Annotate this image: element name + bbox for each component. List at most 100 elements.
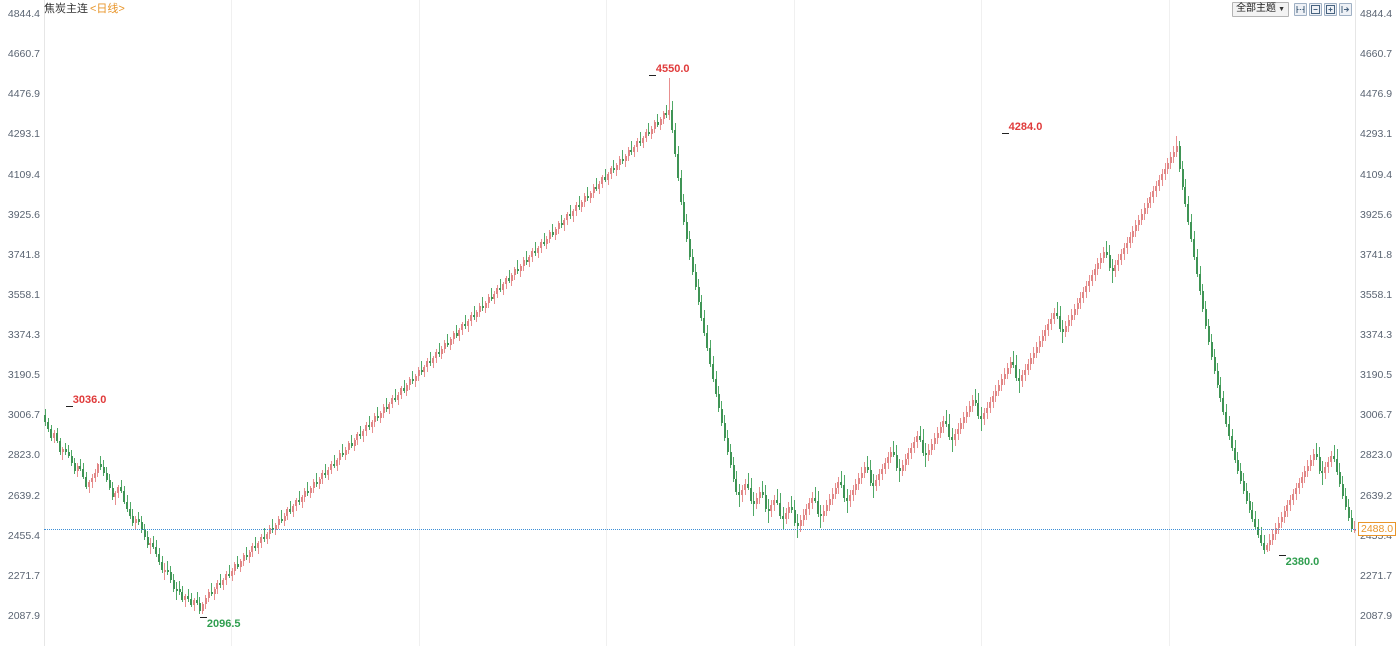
candle-body — [773, 499, 776, 506]
candle-body — [522, 259, 525, 267]
candle-wick — [526, 251, 528, 265]
candle-wick — [1316, 443, 1318, 461]
candle-wick — [657, 113, 659, 128]
candle-wick — [747, 473, 749, 491]
y-axis-tick-left: 3374.3 — [7, 329, 40, 342]
candle-body — [1140, 214, 1143, 220]
candle-body — [324, 472, 327, 475]
candle-wick — [668, 78, 670, 121]
zoom-out-icon[interactable] — [1309, 2, 1322, 16]
candle-wick — [534, 242, 536, 256]
candle-body — [528, 256, 531, 263]
candle-body — [1056, 312, 1059, 316]
chart-plot-area[interactable]: 3036.0 4550.0 4284.0 2096.5 2380.0 — [44, 0, 1356, 646]
candle-wick — [768, 499, 769, 523]
candle-body — [143, 529, 146, 538]
y-axis-tick-right: 3558.1 — [1360, 288, 1393, 301]
theme-select-dropdown[interactable]: 全部主题 ▼ — [1232, 1, 1289, 17]
zoom-in-icon[interactable] — [1324, 2, 1337, 16]
candle-wick — [281, 509, 283, 524]
candle-body — [1120, 253, 1123, 260]
crosshair-icon[interactable] — [1294, 2, 1307, 16]
candle-body — [149, 543, 152, 546]
annotation-marker — [1001, 133, 1009, 135]
candle-body — [1277, 522, 1280, 529]
y-axis-tick-left: 2639.2 — [7, 489, 40, 502]
candle-body — [677, 153, 680, 178]
candle-wick — [114, 490, 116, 506]
candle-body — [161, 562, 164, 571]
candle-body — [423, 367, 426, 373]
candle-body — [1067, 320, 1070, 326]
candle-body — [292, 506, 295, 512]
candle-body — [76, 465, 79, 471]
candle-body — [347, 443, 350, 450]
candle-body — [207, 591, 210, 599]
candle-wick — [814, 486, 816, 504]
candle-body — [843, 485, 846, 499]
candle-body — [715, 378, 718, 394]
y-axis-tick-right: 3006.7 — [1360, 409, 1393, 422]
candle-body — [703, 317, 706, 333]
candle-wick — [797, 514, 799, 538]
candle-body — [1280, 516, 1283, 523]
candle-body — [1021, 375, 1024, 381]
candle-wick — [179, 581, 181, 595]
candle-body — [263, 536, 266, 540]
candle-body — [280, 518, 283, 521]
candle-wick — [867, 456, 869, 473]
candle-body — [59, 440, 62, 453]
candle-body — [1027, 363, 1029, 370]
candle-wick — [246, 546, 248, 561]
candle-body — [1108, 255, 1111, 269]
candle-body — [729, 451, 732, 466]
candle-body — [510, 275, 513, 281]
candle-body — [1193, 239, 1196, 257]
y-axis-tick-left: 3558.1 — [7, 288, 40, 301]
chart-toolbar: 全部主题 ▼ — [1232, 1, 1352, 17]
candle-body — [1029, 358, 1032, 364]
gridline-vertical — [419, 0, 420, 646]
candle-body — [1234, 448, 1236, 460]
candle-body — [639, 140, 642, 143]
candle-body — [193, 600, 196, 605]
candle-wick — [1354, 520, 1356, 534]
candle-body — [881, 468, 884, 475]
candle-wick — [552, 223, 554, 238]
candle-wick — [776, 488, 778, 506]
candle-wick — [263, 528, 265, 542]
current-price-badge: 2488.0 — [1358, 521, 1397, 536]
candle-body — [624, 156, 627, 162]
candle-body — [1303, 471, 1306, 478]
candle-body — [184, 596, 187, 600]
candle-body — [420, 370, 423, 373]
candle-wick — [447, 333, 449, 348]
candle-wick — [152, 535, 154, 549]
candle-body — [904, 459, 907, 465]
candle-wick — [595, 177, 597, 192]
candle-body — [458, 330, 461, 336]
candle-body — [1094, 269, 1097, 275]
candle-body — [443, 342, 446, 349]
candle-body — [936, 432, 939, 439]
candle-body — [1006, 367, 1009, 374]
candle-body — [974, 400, 977, 404]
candle-body — [916, 436, 919, 443]
annotation-label: 2096.5 — [206, 618, 241, 631]
candle-body — [99, 464, 102, 468]
candle-body — [484, 302, 487, 309]
candle-body — [513, 269, 516, 276]
candle-body — [799, 520, 802, 526]
candle-body — [986, 407, 989, 414]
candle-wick — [187, 588, 189, 602]
candle-body — [187, 596, 190, 600]
scroll-right-icon[interactable] — [1339, 2, 1352, 16]
candle-body — [694, 271, 697, 288]
candle-wick — [517, 260, 519, 274]
candle-body — [1096, 263, 1099, 270]
candle-body — [461, 324, 464, 331]
candle-body — [1301, 477, 1304, 483]
candle-body — [1146, 202, 1149, 209]
candle-wick — [456, 324, 458, 339]
candle-wick — [639, 132, 641, 146]
